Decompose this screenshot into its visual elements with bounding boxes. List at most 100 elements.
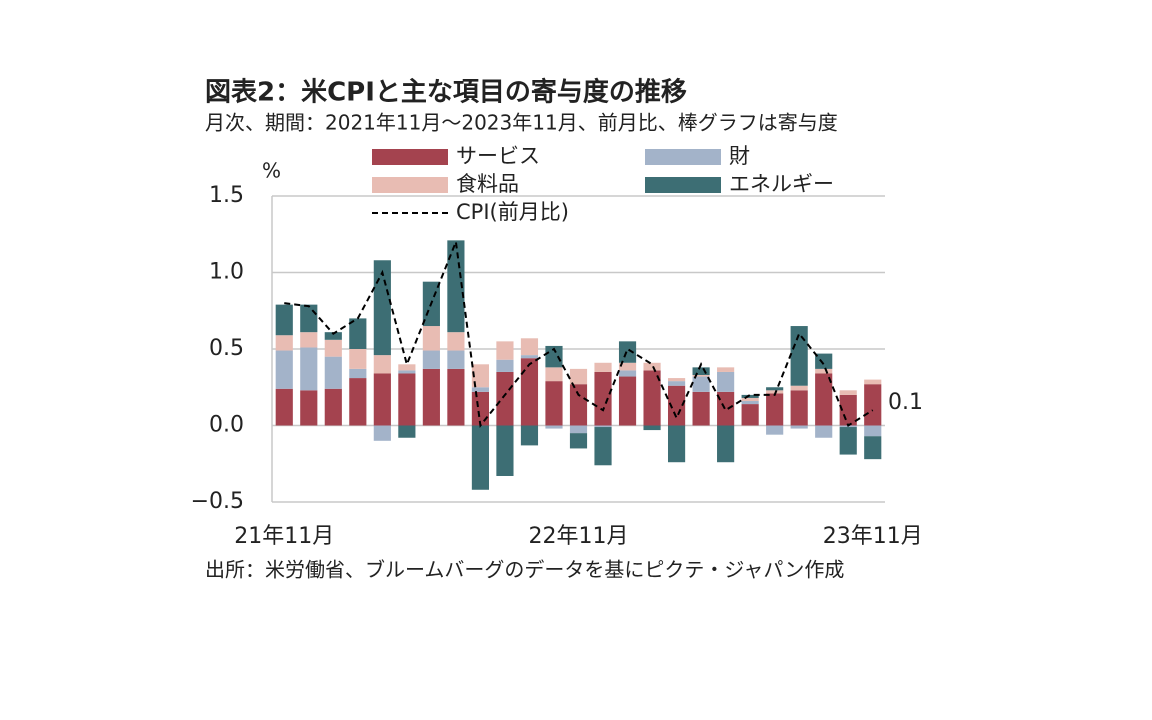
bar-segment: [618, 341, 637, 363]
bar-segment: [349, 349, 367, 369]
bar-segment: [643, 362, 661, 371]
cpi-line: [284, 237, 874, 428]
bar-segment: [864, 379, 882, 385]
y-unit: %: [262, 159, 281, 183]
bar-segment: [447, 350, 465, 369]
y-tick-label: 1.5: [209, 183, 244, 208]
bar-segment: [471, 364, 490, 388]
chart-subtitle: 月次、期間：2021年11月～2023年11月、前月比、棒グラフは寄与度: [205, 111, 838, 135]
legend-swatch: [645, 177, 721, 193]
y-tick-label: 1.0: [209, 260, 244, 285]
bar-segment: [398, 370, 416, 374]
bar-segment: [447, 240, 465, 333]
bar-segment: [692, 376, 710, 392]
bar-segment: [594, 427, 612, 466]
bar-segment: [300, 347, 318, 391]
bar-segment: [520, 338, 539, 356]
legend-label: 食料品: [456, 172, 519, 196]
bar-segment: [618, 362, 637, 371]
bar-segment: [275, 388, 293, 426]
bar-segment: [324, 388, 342, 426]
bar-segment: [324, 339, 342, 357]
bar-segment: [569, 368, 588, 385]
bar-segment: [569, 384, 588, 426]
y-tick-label: −0.5: [191, 489, 244, 514]
bar-segment: [275, 335, 293, 351]
bar-segment: [496, 359, 514, 372]
bar-segment: [349, 368, 367, 379]
bar-segment: [594, 371, 612, 426]
bar-segment: [447, 332, 465, 351]
bar-segment: [373, 355, 391, 374]
y-tick-label: 0.0: [209, 413, 244, 438]
bar-segment: [520, 355, 539, 359]
bar-segment: [717, 425, 735, 463]
bar-segment: [300, 332, 318, 348]
bar-segment: [422, 350, 440, 369]
bar-segment: [790, 326, 808, 386]
legend-label: 財: [729, 144, 750, 168]
bar-segment: [324, 356, 342, 389]
legend-label: CPI(前月比): [456, 200, 569, 224]
bar-segment: [373, 373, 391, 426]
bar-segment: [275, 350, 293, 389]
bar-segment: [373, 260, 391, 356]
legend-label: エネルギー: [729, 172, 834, 196]
bar-segment: [520, 358, 539, 426]
legend-swatch: [372, 177, 448, 193]
bar-segment: [864, 425, 882, 437]
bar-segment: [717, 391, 735, 426]
bar-segment: [815, 373, 833, 426]
bar-segment: [667, 381, 686, 386]
bar-segment: [766, 387, 784, 391]
x-tick-label: 21年11月: [234, 524, 334, 549]
bar-segment: [594, 425, 612, 428]
bar-segment: [300, 304, 318, 333]
bar-segment: [349, 378, 367, 426]
bar-segment: [667, 425, 686, 463]
bar-segment: [520, 425, 539, 446]
bar-segment: [643, 370, 661, 426]
bar-segment: [398, 373, 416, 426]
y-tick-label: 0.5: [209, 336, 244, 361]
bar-segment: [447, 368, 465, 426]
bar-segment: [275, 304, 293, 336]
bar-segment: [667, 385, 686, 426]
bar-segment: [864, 436, 882, 460]
source: 出所：米労働省、ブルームバーグのデータを基にピクテ・ジャパン作成: [205, 558, 844, 582]
bar-segment: [373, 425, 391, 441]
bar-segment: [643, 425, 661, 431]
bar-segment: [471, 425, 490, 490]
bar-segment: [717, 371, 735, 392]
x-tick-label: 23年11月: [823, 524, 923, 549]
bar-segment: [545, 381, 563, 426]
bar-segment: [545, 367, 563, 382]
bar-segment: [815, 353, 833, 369]
bar-segment: [766, 390, 784, 394]
bar-segment: [496, 425, 514, 476]
bar-segment: [692, 391, 710, 426]
legend-swatch: [372, 149, 448, 165]
bar-segment: [349, 318, 367, 349]
bar-segment: [496, 341, 514, 360]
bar-segment: [839, 427, 857, 455]
bar-segment: [839, 390, 857, 395]
bar-segment: [692, 367, 710, 376]
bar-segment: [471, 391, 490, 426]
bar-segment: [741, 394, 759, 398]
bar-segment: [398, 425, 416, 438]
bar-segment: [815, 425, 833, 438]
bar-segment: [545, 425, 563, 429]
bar-segment: [766, 425, 784, 435]
bar-segment: [422, 368, 440, 426]
legend-swatch: [645, 149, 721, 165]
bar-segment: [790, 390, 808, 426]
bar-segment: [692, 375, 710, 377]
chart-title: 図表2：米CPIと主な項目の寄与度の推移: [205, 77, 687, 108]
bar-segment: [545, 345, 563, 368]
bar-segment: [864, 384, 882, 426]
bar-segment: [496, 371, 514, 426]
bar-segment: [398, 364, 416, 371]
x-tick-label: 22年11月: [529, 524, 629, 549]
